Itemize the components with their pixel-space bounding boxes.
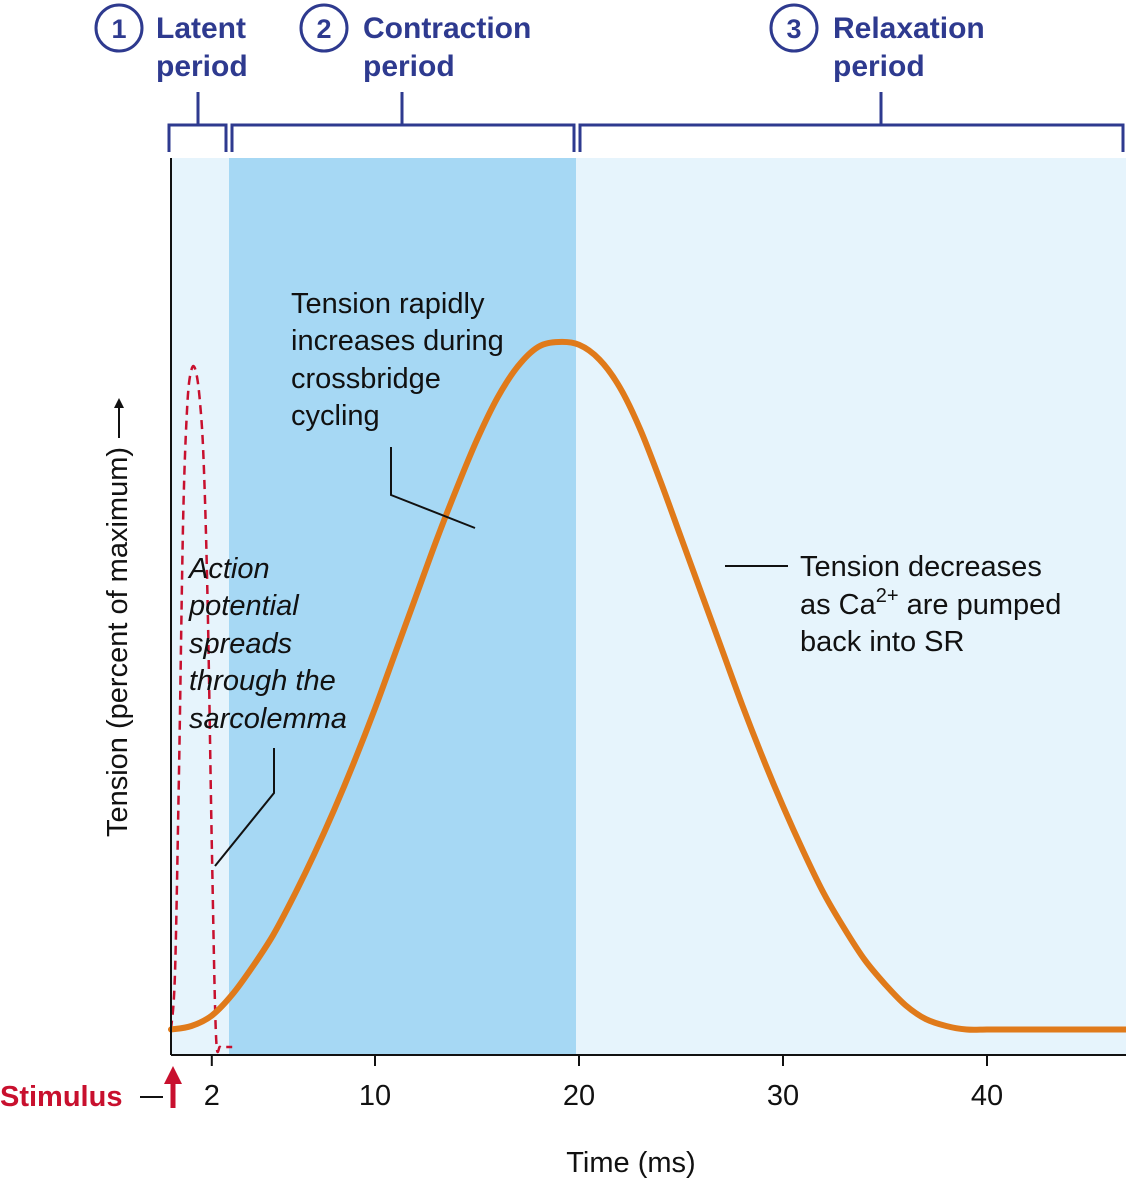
y-axis-label: Tension (percent of maximum): [102, 447, 134, 837]
x-tick-label-30: 30: [767, 1080, 799, 1112]
ap-line-2: potential: [188, 590, 300, 622]
annotation-falling: Tension decreases as Ca2+ are pumped bac…: [725, 551, 1061, 658]
x-tick-label-2: 2: [204, 1080, 220, 1112]
contraction-bracket: [230, 92, 576, 152]
phase-2-number: 2: [316, 14, 331, 44]
y-axis-arrow: [114, 398, 124, 438]
action-potential-curve: [169, 364, 233, 1054]
phase-3-badge: [769, 3, 819, 53]
phase-2-badge: [299, 3, 349, 53]
x-ticks: 2 10 20 30 40: [204, 1055, 1003, 1112]
ap-line-1: Action: [187, 553, 270, 585]
ap-line-5: sarcolemma: [189, 703, 347, 735]
rising-line-4: cycling: [291, 400, 380, 432]
ap-leader: [214, 748, 275, 867]
phase-1-number: 1: [111, 14, 126, 44]
phase-3-title-line2: period: [833, 50, 925, 83]
phase-1-title: Latent: [156, 12, 246, 45]
falling-line-1: Tension decreases: [800, 551, 1042, 583]
latent-bracket: [167, 92, 228, 152]
tension-curve: [168, 338, 1126, 1033]
phase-header-2: 2 Contraction period: [299, 3, 531, 83]
annotation-rising: Tension rapidly increases during crossbr…: [291, 288, 504, 529]
phase-header-1: 1 Latent period: [94, 3, 248, 83]
x-axis-label: Time (ms): [566, 1147, 695, 1179]
stimulus-label: Stimulus: [0, 1081, 122, 1113]
ap-line-3: spreads: [189, 628, 292, 660]
relaxation-period-region: [576, 158, 1126, 1055]
phase-2-title-line2: period: [363, 50, 455, 83]
x-tick-label-20: 20: [563, 1080, 595, 1112]
falling-line-3: back into SR: [800, 626, 964, 658]
rising-line-2: increases during: [291, 325, 504, 357]
rising-line-1: Tension rapidly: [291, 288, 485, 320]
ap-line-4: through the: [189, 665, 336, 697]
phase-3-title: Relaxation: [833, 12, 985, 45]
phase-1-badge: [94, 3, 144, 53]
phase-2-title: Contraction: [363, 12, 531, 45]
phase-regions: [171, 158, 1126, 1055]
relaxation-bracket: [578, 92, 1125, 152]
x-tick-label-40: 40: [971, 1080, 1003, 1112]
y-axis-label-group: Tension (percent of maximum): [102, 447, 134, 837]
axes: [170, 158, 1126, 1056]
phase-header-3: 3 Relaxation period: [769, 3, 985, 83]
phase-1-title-line2: period: [156, 50, 248, 83]
phase-3-number: 3: [786, 14, 801, 44]
phase-brackets: [167, 92, 1125, 152]
rising-line-3: crossbridge: [291, 363, 441, 395]
annotation-action-potential: Action potential spreads through the sar…: [187, 553, 347, 867]
rising-leader: [390, 447, 476, 529]
stimulus-arrow: [164, 1066, 182, 1108]
x-tick-label-10: 10: [359, 1080, 391, 1112]
falling-line-2: as Ca2+ are pumped: [800, 585, 1061, 621]
